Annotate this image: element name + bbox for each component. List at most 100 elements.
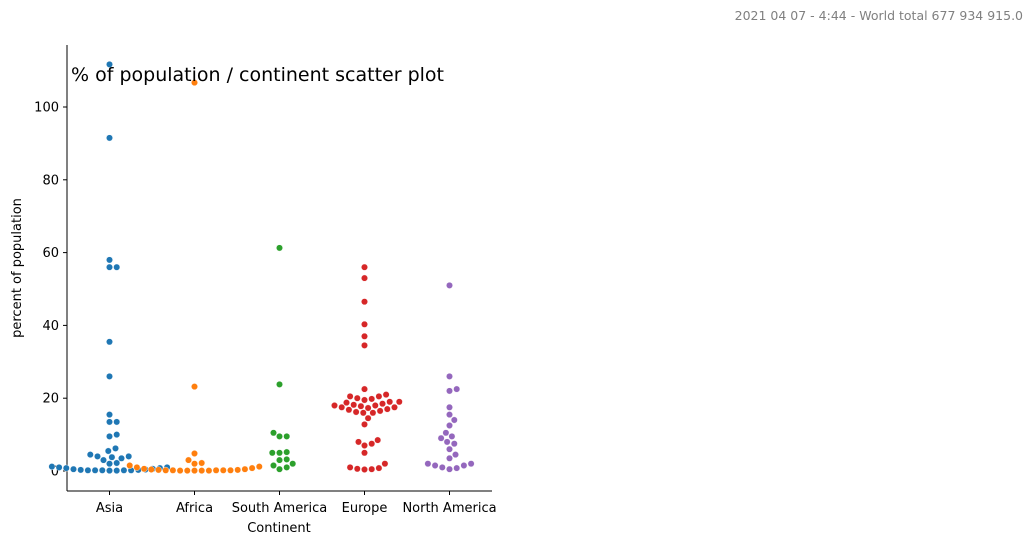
data-point xyxy=(446,372,453,380)
data-point xyxy=(94,452,101,460)
data-point xyxy=(112,444,119,452)
chart-title: % of population / continent scatter plot xyxy=(71,64,444,86)
data-point xyxy=(371,402,379,409)
data-point xyxy=(241,465,249,473)
data-point xyxy=(361,274,368,282)
data-point xyxy=(442,429,450,437)
data-point xyxy=(191,460,198,468)
data-point xyxy=(84,466,92,474)
data-point xyxy=(453,464,461,472)
data-point xyxy=(346,463,354,471)
data-point xyxy=(106,460,113,468)
x-tick-label: Africa xyxy=(176,501,213,516)
data-point xyxy=(369,409,377,417)
data-point xyxy=(283,432,291,440)
data-point xyxy=(391,403,398,411)
data-point xyxy=(361,442,368,449)
data-point xyxy=(100,456,107,464)
data-point xyxy=(276,432,283,440)
data-point xyxy=(350,401,358,409)
data-point xyxy=(431,462,439,469)
data-point xyxy=(352,408,360,416)
data-point xyxy=(361,332,368,340)
data-point xyxy=(191,450,198,457)
data-point xyxy=(113,467,121,474)
data-point xyxy=(438,463,446,471)
data-point xyxy=(98,466,106,474)
data-point xyxy=(120,466,128,474)
data-point xyxy=(106,467,113,474)
data-point xyxy=(155,466,162,474)
data-point xyxy=(364,414,372,422)
data-point xyxy=(460,462,468,469)
data-point xyxy=(125,452,133,460)
data-point xyxy=(355,438,362,446)
data-point xyxy=(133,463,141,471)
data-point xyxy=(346,392,354,400)
data-point xyxy=(450,440,458,448)
data-point xyxy=(424,460,432,468)
data-point xyxy=(77,466,85,474)
data-point xyxy=(55,463,63,471)
data-point xyxy=(353,465,361,473)
data-point xyxy=(268,449,276,457)
data-point xyxy=(446,445,453,453)
data-point xyxy=(62,464,70,472)
timestamp-total-label: 2021 04 07 - 4:44 - World total 677 934 … xyxy=(734,8,1023,23)
data-point xyxy=(70,465,77,473)
data-point xyxy=(205,467,213,474)
data-point xyxy=(106,263,113,271)
data-point xyxy=(361,298,368,306)
data-point xyxy=(446,454,453,462)
data-point xyxy=(446,422,453,429)
data-point xyxy=(448,432,456,440)
data-point xyxy=(345,406,353,414)
data-point xyxy=(270,462,277,469)
y-tick-label: 80 xyxy=(42,173,59,188)
x-axis-label: Continent xyxy=(247,521,311,536)
data-point xyxy=(118,454,125,462)
data-point xyxy=(104,447,112,455)
data-point xyxy=(113,263,121,271)
data-point xyxy=(376,407,384,415)
data-point xyxy=(374,436,382,444)
data-point xyxy=(276,449,283,457)
data-point xyxy=(357,402,365,410)
data-point xyxy=(446,465,453,473)
data-point xyxy=(106,256,113,264)
data-point xyxy=(446,411,453,418)
data-point xyxy=(227,466,234,474)
data-point xyxy=(361,320,368,328)
data-point xyxy=(276,244,283,252)
data-point xyxy=(361,449,368,457)
y-tick-label: 60 xyxy=(42,246,59,261)
data-point xyxy=(364,404,372,412)
data-point xyxy=(198,459,206,467)
x-tick-label: South America xyxy=(232,501,328,516)
data-point xyxy=(289,460,297,468)
data-point xyxy=(106,432,113,440)
data-points xyxy=(48,61,475,474)
data-point xyxy=(162,466,170,474)
data-point xyxy=(183,467,191,474)
data-point xyxy=(283,448,291,456)
data-point xyxy=(368,440,376,448)
data-point xyxy=(276,465,283,473)
data-point xyxy=(386,398,394,406)
data-point xyxy=(283,455,291,463)
data-point xyxy=(48,463,56,470)
y-tick-label: 40 xyxy=(42,319,59,334)
data-point xyxy=(361,466,368,473)
data-point xyxy=(467,460,475,468)
data-point xyxy=(437,434,445,442)
data-point xyxy=(379,400,386,408)
data-point xyxy=(91,466,99,474)
data-point xyxy=(106,418,113,426)
x-tick-label: Asia xyxy=(96,501,123,516)
data-point xyxy=(106,372,113,380)
data-point xyxy=(381,460,389,468)
data-point xyxy=(185,456,192,464)
data-point xyxy=(353,394,361,402)
data-point xyxy=(375,464,383,472)
data-point xyxy=(383,405,391,413)
